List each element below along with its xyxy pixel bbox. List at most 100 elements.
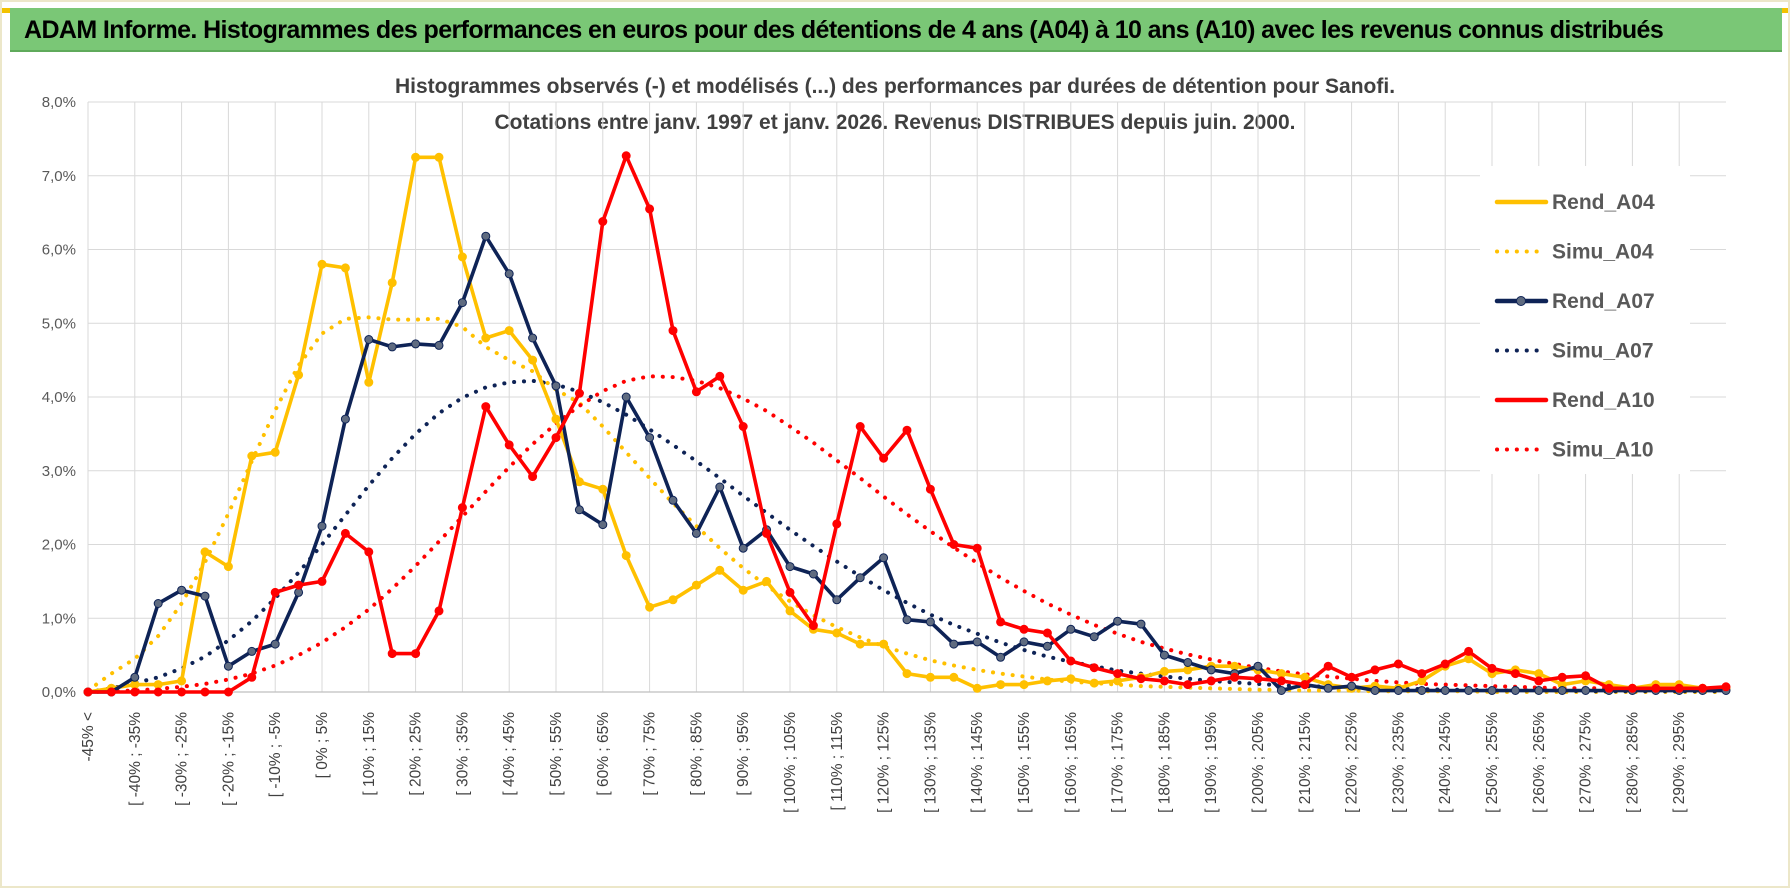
data-point-rend-a04 (551, 414, 561, 424)
data-point-rend-a04 (317, 259, 327, 269)
data-point-rend-a04 (1019, 680, 1029, 690)
data-point-rend-a04 (598, 484, 608, 494)
data-point-rend-a07 (1393, 686, 1403, 695)
data-point-rend-a04 (1417, 676, 1427, 686)
data-point-rend-a07 (972, 637, 982, 647)
data-point-rend-a10 (949, 540, 959, 549)
data-point-rend-a10 (1042, 628, 1052, 638)
x-tick-label: [ 240% ; 245% (1437, 712, 1454, 813)
x-tick-label: [ 290% ; 295% (1671, 712, 1688, 813)
chart-subtitle-line-2: Cotations entre janv. 1997 et janv. 2026… (495, 111, 1296, 134)
y-tick-label: 8,0% (42, 94, 76, 111)
x-tick-label: [ 270% ; 275% (1578, 712, 1595, 813)
data-point-rend-a10 (855, 422, 865, 431)
data-point-rend-a10 (270, 587, 280, 597)
y-tick-label: 2,0% (42, 537, 76, 554)
data-point-rend-a07 (130, 672, 140, 682)
data-point-rend-a07 (738, 543, 748, 553)
data-point-rend-a07 (200, 591, 210, 601)
data-point-rend-a04 (1534, 669, 1544, 679)
data-point-rend-a07 (645, 433, 655, 443)
legend: Rend_A04 Simu_A04 Rend_A07 Simu_A07 Rend_A10… (1480, 166, 1690, 474)
data-point-rend-a04 (972, 683, 982, 693)
data-point-rend-a04 (1464, 654, 1474, 664)
data-point-rend-a10 (1417, 669, 1427, 679)
data-point-rend-a04 (434, 152, 444, 162)
x-tick-label: [ -40% ; -35% (127, 712, 144, 806)
data-point-rend-a04 (902, 669, 912, 679)
axis-labels: 0,0% 1,0% 2,0% 3,0% 4,0% 5,0% 6,0% 7,0% 8,0% -45%… (42, 94, 1688, 813)
legend-box (1480, 166, 1690, 474)
data-point-rend-a07 (832, 595, 842, 605)
data-point-rend-a07 (1136, 619, 1146, 629)
data-point-rend-a04 (1066, 674, 1076, 684)
data-point-rend-a07 (574, 505, 584, 515)
x-tick-label: [ 40% ; 45% (501, 712, 518, 796)
data-point-rend-a04 (411, 152, 421, 162)
data-point-rend-a04 (738, 585, 748, 595)
x-tick-label: [ 60% ; 65% (595, 712, 612, 796)
data-point-rend-a10 (1627, 683, 1637, 693)
data-point-rend-a07 (1510, 686, 1520, 695)
legend-entry-label: Rend_A04 (1552, 191, 1655, 214)
x-tick-label: [ 280% ; 285% (1624, 712, 1641, 813)
x-tick-label: [ 0% ; 5% (314, 712, 331, 779)
data-point-rend-a10 (1440, 659, 1450, 669)
data-point-rend-a04 (762, 576, 772, 586)
data-point-rend-a04 (832, 628, 842, 638)
data-point-rend-a10 (1276, 676, 1286, 686)
data-point-rend-a07 (808, 569, 818, 579)
data-point-rend-a10 (1393, 659, 1403, 669)
x-tick-label: [ 130% ; 135% (922, 712, 939, 813)
data-point-rend-a04 (294, 370, 304, 380)
x-tick-label: [ 170% ; 175% (1110, 712, 1127, 813)
data-point-rend-a10 (1651, 683, 1661, 693)
data-point-rend-a07 (1276, 686, 1286, 695)
x-tick-label: [ 140% ; 145% (969, 712, 986, 813)
data-point-rend-a10 (902, 425, 912, 435)
data-point-rend-a07 (481, 231, 491, 241)
data-point-rend-a10 (1370, 665, 1380, 675)
data-point-rend-a04 (247, 451, 257, 461)
data-point-rend-a04 (879, 639, 889, 649)
data-point-rend-a07 (1183, 658, 1193, 667)
data-point-rend-a07 (177, 585, 187, 595)
x-tick-label: [ 160% ; 165% (1063, 712, 1080, 813)
data-point-rend-a07 (1347, 681, 1357, 691)
data-point-rend-a10 (411, 649, 421, 659)
data-point-rend-a07 (153, 599, 163, 608)
data-point-rend-a10 (668, 326, 678, 336)
x-tick-label: [ 230% ; 235% (1390, 712, 1407, 813)
data-point-rend-a07 (668, 495, 678, 505)
data-point-rend-a07 (340, 414, 350, 424)
data-point-rend-a10 (1300, 680, 1310, 690)
y-tick-label: 3,0% (42, 463, 76, 480)
data-point-rend-a07 (1019, 637, 1029, 647)
x-tick-label: [ 120% ; 125% (876, 712, 893, 813)
x-tick-label: [ 200% ; 205% (1250, 712, 1267, 813)
data-point-rend-a10 (925, 484, 935, 494)
y-tick-label: 4,0% (42, 389, 76, 406)
data-point-rend-a10 (1721, 682, 1731, 692)
data-point-rend-a04 (1159, 666, 1169, 676)
data-point-rend-a04 (504, 326, 514, 336)
x-tick-label: [ 10% ; 15% (361, 712, 378, 796)
data-point-rend-a10 (200, 687, 210, 697)
series-line-simu-a07 (86, 378, 1728, 694)
y-tick-label: 5,0% (42, 315, 76, 332)
page-title: ADAM Informe. Histogrammes des performan… (24, 16, 1664, 44)
data-point-rend-a07 (902, 615, 912, 625)
data-point-rend-a10 (972, 543, 982, 553)
data-point-rend-a10 (808, 621, 818, 631)
data-point-rend-a10 (1253, 674, 1263, 684)
data-point-rend-a10 (1557, 672, 1567, 682)
data-point-rend-a04 (177, 676, 187, 686)
data-point-rend-a07 (1370, 686, 1380, 695)
data-point-rend-a10 (1347, 672, 1357, 682)
x-tick-label: [ 50% ; 55% (548, 712, 565, 796)
data-point-rend-a10 (106, 687, 116, 697)
data-point-rend-a10 (1534, 676, 1544, 686)
x-tick-label: [ 80% ; 85% (688, 712, 705, 796)
x-tick-label: -45% < (80, 712, 97, 762)
data-point-rend-a04 (223, 562, 233, 572)
